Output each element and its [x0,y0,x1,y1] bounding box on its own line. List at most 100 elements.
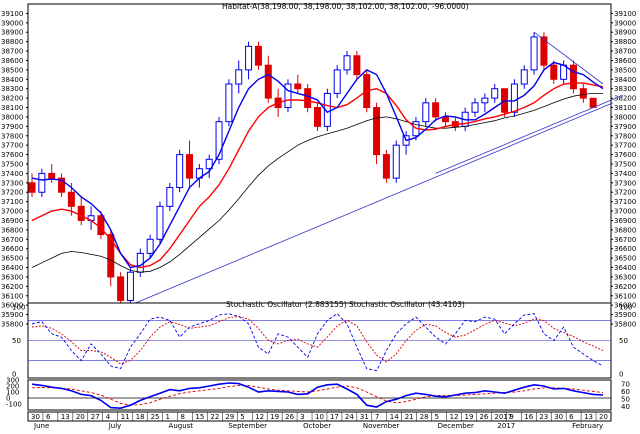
candle-body [520,69,528,85]
y-tick-label-right: 36000 [614,302,636,310]
y-tick-label-left: 36900 [1,217,23,225]
y-tick-label-left: 38000 [1,113,23,121]
month-label: August [169,422,194,430]
stochastic-tick-right: 0 [619,371,623,379]
x-tick-label: 15 [195,413,204,421]
candle-body [205,158,213,170]
y-tick-label-left: 37300 [1,179,23,187]
x-tick-label: 6 [569,413,574,421]
candle-body [343,55,351,71]
y-tick-label-right: 35900 [614,311,636,319]
x-tick-label: 30 [554,413,563,421]
candle-body [382,154,390,179]
candle-body [117,276,125,301]
candle-body [304,88,312,109]
candle-body [186,154,194,179]
candle-body [67,191,75,207]
y-tick-label-right: 38400 [614,76,636,84]
y-tick-label-left: 37400 [1,170,23,178]
x-tick-label: 9 [509,413,513,421]
x-tick-label: 4 [106,413,111,421]
y-tick-label-left: 38100 [1,104,23,112]
oscillator-tick-left: 100 [6,389,19,397]
candle-body [491,88,499,99]
candle-body [38,172,46,193]
x-tick-label: 14 [390,413,399,421]
y-tick-label-left: 36500 [1,255,23,263]
candle-body [156,205,164,240]
x-tick-label: 24 [345,413,354,421]
x-tick-label: 28 [420,413,429,421]
candle-body [136,252,144,273]
candle-body [254,45,262,66]
y-tick-label-left: 39000 [1,19,23,27]
candle-body [550,64,558,80]
y-tick-label-right: 36800 [614,226,636,234]
x-tick-label: 30 [31,413,40,421]
candle-body [146,238,154,254]
month-label: October [303,422,331,430]
candle-body [471,102,479,113]
candle-body [589,97,597,108]
y-tick-label-right: 37000 [614,208,636,216]
trendline [130,102,613,306]
y-tick-label-right: 38200 [614,95,636,103]
x-tick-label: 19 [270,413,279,421]
candle-body [323,92,331,127]
candle-body [294,83,302,90]
x-axis: 30 6 13 20 27 4 11 18 25 1 8 15 22 29 5 12 19 26 3 10 17 24 31… [27,411,612,430]
candle-body [58,177,66,193]
x-tick-label: 12 [255,413,264,421]
candle-body [540,36,548,66]
y-tick-label-right: 38500 [614,66,636,74]
x-tick-label: 10 [315,413,324,421]
moving-average-long [31,93,603,273]
candle-body [176,154,184,189]
y-tick-label-left: 38500 [1,66,23,74]
trendline [435,94,623,174]
y-tick-label-left: 36800 [1,226,23,234]
y-tick-label-right: 37600 [614,151,636,159]
x-tick-label: 16 [524,413,533,421]
oscillator-tick-left: 300 [6,377,19,385]
y-tick-label-right: 36700 [614,236,636,244]
candle-body [353,55,361,76]
y-tick-label-right: 37200 [614,189,636,197]
moving-average-fast [31,61,604,269]
stochastic-tick-left: 100 [12,304,25,312]
candle-body [569,64,577,90]
x-tick-label: 21 [405,413,414,421]
y-tick-label-left: 36300 [1,273,23,281]
x-tick-label: 20 [599,413,608,421]
oscillator-frame [27,379,612,411]
y-tick-label-right: 38900 [614,29,636,37]
x-tick-label: 6 [46,413,51,421]
x-tick-label: 13 [61,413,70,421]
y-tick-label-left: 37100 [1,198,23,206]
candle-body [314,107,321,127]
candle-body [432,102,440,118]
y-tick-label-right: 36300 [614,273,636,281]
x-tick-label: 29 [225,413,234,421]
candle-body [422,102,430,123]
y-tick-label-left: 37700 [1,142,23,150]
y-tick-label-left: 36700 [1,236,23,244]
y-tick-label-left: 36400 [1,264,23,272]
candle-body [510,83,518,113]
x-tick-label: 19 [465,413,474,421]
oscillator-tick-left: 0 [6,395,10,403]
price-frame [27,3,612,325]
y-tick-label-right: 36900 [614,217,636,225]
y-tick-label-right: 38300 [614,85,636,93]
y-tick-label-right: 39100 [614,10,636,18]
x-tick-label: 26 [285,413,294,421]
x-tick-label: 2017 [494,413,512,421]
month-label: June [33,422,49,430]
y-tick-label-right: 38800 [614,38,636,46]
y-tick-label-left: 37800 [1,132,23,140]
moving-average-slow [31,82,604,269]
y-tick-label-left: 37900 [1,123,23,131]
